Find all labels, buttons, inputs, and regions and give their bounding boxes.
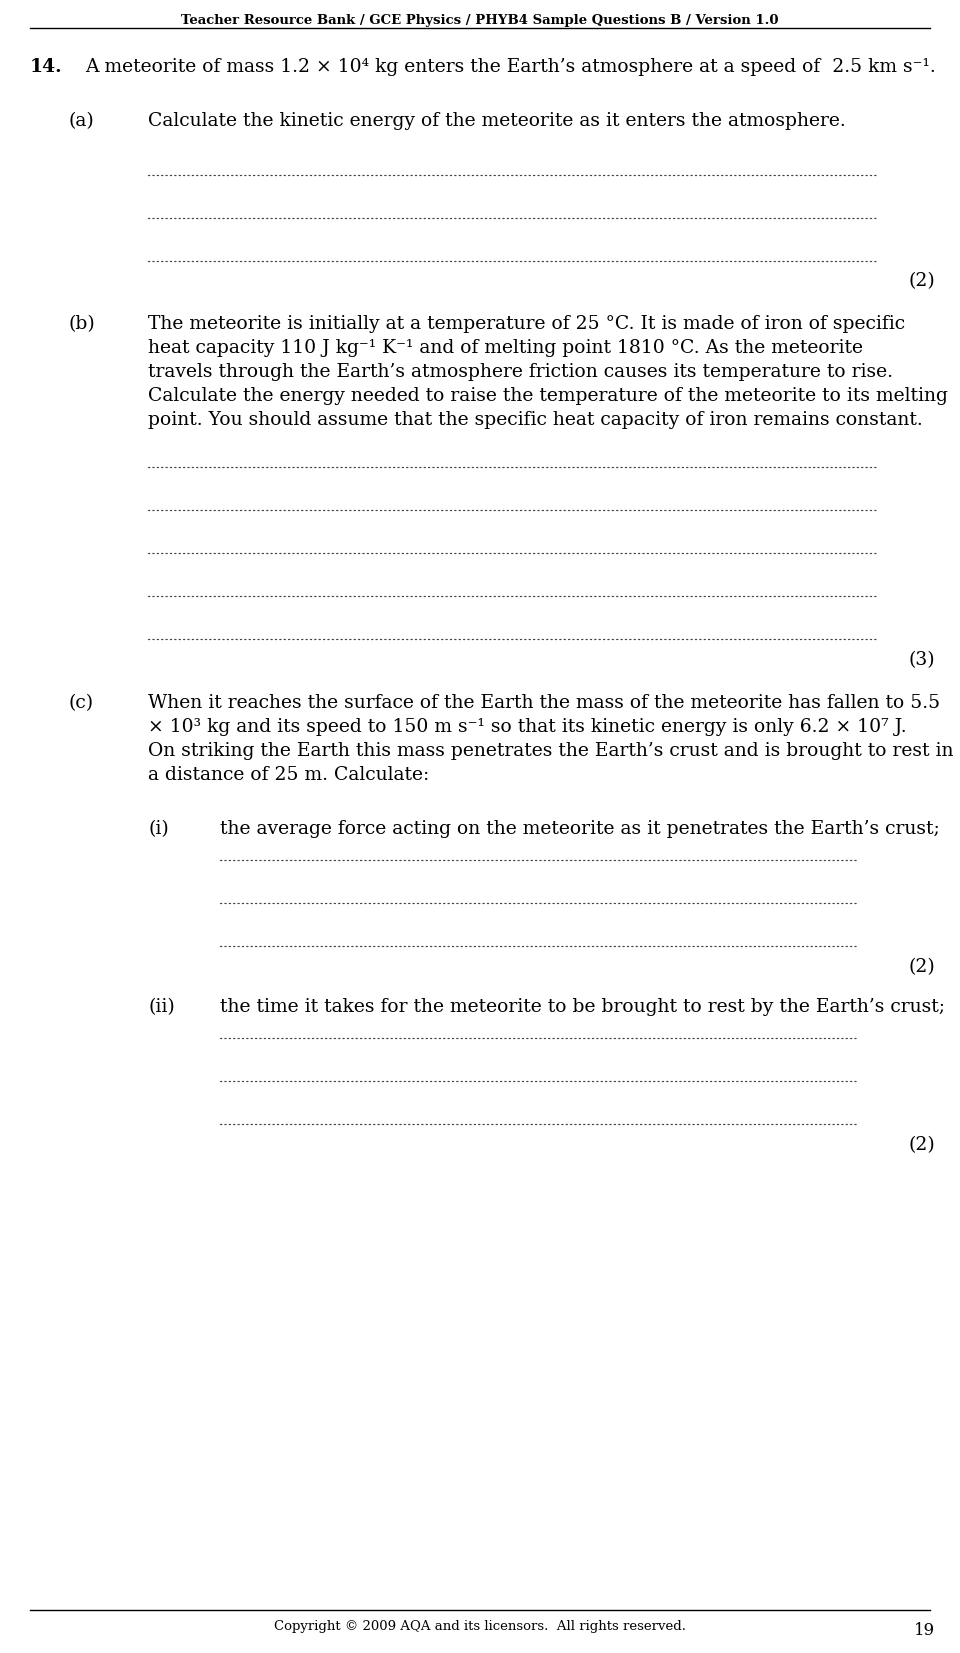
Text: A meteorite of mass 1.2 × 10⁴ kg enters the Earth’s atmosphere at a speed of  2.: A meteorite of mass 1.2 × 10⁴ kg enters … xyxy=(85,58,936,76)
Text: the average force acting on the meteorite as it penetrates the Earth’s crust;: the average force acting on the meteorit… xyxy=(220,820,940,838)
Text: (2): (2) xyxy=(908,1136,935,1154)
Text: × 10³ kg and its speed to 150 m s⁻¹ so that its kinetic energy is only 6.2 × 10⁷: × 10³ kg and its speed to 150 m s⁻¹ so t… xyxy=(148,717,906,736)
Text: point. You should assume that the specific heat capacity of iron remains constan: point. You should assume that the specif… xyxy=(148,412,923,430)
Text: travels through the Earth’s atmosphere friction causes its temperature to rise.: travels through the Earth’s atmosphere f… xyxy=(148,364,893,380)
Text: (b): (b) xyxy=(68,316,95,332)
Text: (ii): (ii) xyxy=(148,998,175,1017)
Text: The meteorite is initially at a temperature of 25 °C. It is made of iron of spec: The meteorite is initially at a temperat… xyxy=(148,316,905,332)
Text: (3): (3) xyxy=(908,651,935,669)
Text: 14.: 14. xyxy=(30,58,62,76)
Text: Copyright © 2009 AQA and its licensors.  All rights reserved.: Copyright © 2009 AQA and its licensors. … xyxy=(274,1620,686,1633)
Text: (c): (c) xyxy=(68,694,93,712)
Text: (a): (a) xyxy=(68,112,94,131)
Text: When it reaches the surface of the Earth the mass of the meteorite has fallen to: When it reaches the surface of the Earth… xyxy=(148,694,940,712)
Text: heat capacity 110 J kg⁻¹ K⁻¹ and of melting point 1810 °C. As the meteorite: heat capacity 110 J kg⁻¹ K⁻¹ and of melt… xyxy=(148,339,863,357)
Text: (2): (2) xyxy=(908,959,935,975)
Text: Calculate the energy needed to raise the temperature of the meteorite to its mel: Calculate the energy needed to raise the… xyxy=(148,387,948,405)
Text: Teacher Resource Bank / GCE Physics / PHYB4 Sample Questions B / Version 1.0: Teacher Resource Bank / GCE Physics / PH… xyxy=(181,13,779,26)
Text: On striking the Earth this mass penetrates the Earth’s crust and is brought to r: On striking the Earth this mass penetrat… xyxy=(148,742,953,760)
Text: (2): (2) xyxy=(908,273,935,289)
Text: Calculate the kinetic energy of the meteorite as it enters the atmosphere.: Calculate the kinetic energy of the mete… xyxy=(148,112,846,131)
Text: 19: 19 xyxy=(914,1622,935,1640)
Text: (i): (i) xyxy=(148,820,169,838)
Text: the time it takes for the meteorite to be brought to rest by the Earth’s crust;: the time it takes for the meteorite to b… xyxy=(220,998,945,1017)
Text: a distance of 25 m. Calculate:: a distance of 25 m. Calculate: xyxy=(148,765,429,784)
